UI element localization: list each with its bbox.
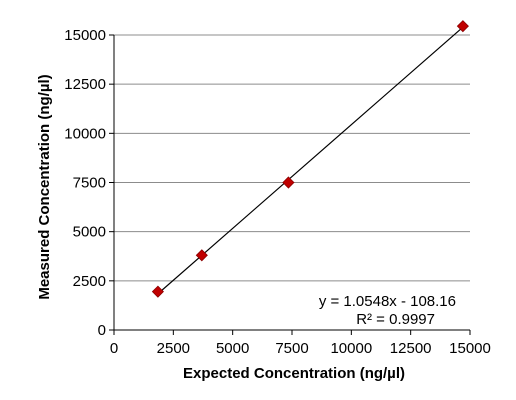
- grid-lines: [114, 34, 470, 282]
- data-point-3: [282, 176, 295, 189]
- data-point-2: [195, 249, 208, 262]
- y-tick-label-0: 0: [98, 322, 106, 339]
- trendline: [157, 26, 464, 295]
- x-tick-label-15000: 15000: [449, 340, 491, 357]
- data-point-1: [151, 285, 164, 298]
- x-tick-label-2500: 2500: [157, 340, 190, 357]
- y-tick-label-5000: 5000: [73, 224, 106, 241]
- x-tick-label-5000: 5000: [216, 340, 249, 357]
- y-axis-title: Measured Concentration (ng/µl): [36, 74, 53, 299]
- y-tick-label-7500: 7500: [73, 175, 106, 192]
- x-axis-title: Expected Concentration (ng/µl): [183, 365, 405, 382]
- r-squared-label: R² = 0.9997: [356, 311, 435, 328]
- y-tick-label-12500: 12500: [64, 76, 106, 93]
- x-tick-label-7500: 7500: [275, 340, 308, 357]
- x-tick-label-12500: 12500: [390, 340, 432, 357]
- y-tick-labels: 0 2500 5000 7500 10000 12500 15000: [64, 27, 106, 339]
- trendline-equation: y = 1.0548x - 108.16: [319, 293, 456, 310]
- y-tick-label-10000: 10000: [64, 125, 106, 142]
- trendline-group: [157, 26, 464, 295]
- axes: [109, 34, 471, 335]
- x-tick-labels: 0 2500 5000 7500 10000 12500 15000: [110, 340, 491, 357]
- data-points: [151, 20, 469, 298]
- x-tick-label-0: 0: [110, 340, 118, 357]
- y-tick-label-15000: 15000: [64, 27, 106, 44]
- data-point-4: [456, 20, 469, 33]
- y-tick-label-2500: 2500: [73, 273, 106, 290]
- x-tick-label-10000: 10000: [330, 340, 372, 357]
